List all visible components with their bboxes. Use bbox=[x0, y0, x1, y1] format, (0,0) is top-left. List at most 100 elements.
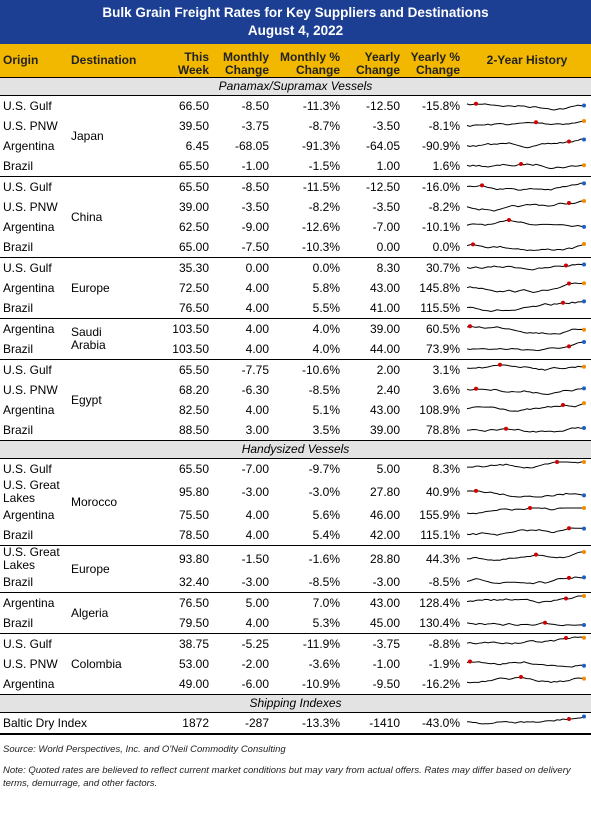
rate-value: -3.0% bbox=[308, 484, 340, 499]
sparkline-low bbox=[567, 281, 571, 286]
rate-value: 65.50 bbox=[178, 362, 209, 377]
destination-cell: Europe bbox=[68, 545, 150, 593]
sparkline-low bbox=[471, 241, 475, 246]
sparkline-end bbox=[582, 137, 586, 142]
rate-value: 43.00 bbox=[369, 402, 400, 417]
rate-value: 0.0% bbox=[403, 237, 463, 258]
rate-value: 76.50 bbox=[178, 595, 209, 610]
rate-value: -3.00 bbox=[212, 572, 272, 593]
sparkline-low bbox=[561, 402, 565, 407]
data-row: U.S. Gulf China 65.50 -8.50 -11.5% -12.50 -16.… bbox=[0, 176, 591, 258]
history-cell bbox=[463, 459, 591, 480]
history-cell bbox=[463, 634, 591, 655]
rate-value: 4.00 bbox=[245, 280, 269, 295]
rate-value: -8.5% bbox=[308, 382, 340, 397]
destination: Morocco bbox=[71, 494, 118, 509]
history-cell bbox=[463, 237, 591, 258]
sparkline-low bbox=[507, 217, 511, 222]
data-row: U.S. Gulf Colombia 38.75 -5.25 -11.9% -3.75 -8… bbox=[0, 633, 591, 695]
rate-value: 3.5% bbox=[272, 420, 343, 441]
rate-value: -10.9% bbox=[272, 674, 343, 695]
rate-value: 68.20 bbox=[178, 382, 209, 397]
rate-value: -8.1% bbox=[428, 118, 460, 133]
rate-value: -12.50 bbox=[365, 179, 400, 194]
sparkline-low bbox=[468, 658, 472, 663]
rate-value: 8.3% bbox=[432, 461, 460, 476]
rate-value: 78.8% bbox=[403, 420, 463, 441]
rate-value: 5.1% bbox=[312, 402, 340, 417]
origin: U.S. Gulf bbox=[3, 461, 52, 476]
destination: Algeria bbox=[71, 605, 109, 620]
rate-value: -16.0% bbox=[421, 179, 460, 194]
section-row: Shipping Indexes bbox=[0, 694, 591, 713]
sparkline bbox=[466, 525, 586, 536]
rate-value: -1.50 bbox=[241, 551, 269, 566]
data-row: Argentina 6.45 -68.05 -91.3% -64.05 -90.9% bbox=[0, 136, 591, 156]
rate-value: -68.05 bbox=[234, 138, 269, 153]
rate-value: 42.00 bbox=[343, 525, 403, 546]
rate-value: 27.80 bbox=[369, 484, 400, 499]
sparkline-line bbox=[466, 402, 585, 412]
sparkline-low bbox=[561, 300, 565, 305]
rate-value: -8.50 bbox=[241, 98, 269, 113]
sparkline-end bbox=[582, 298, 586, 303]
rate-value: 0.0% bbox=[312, 260, 340, 275]
sparkline bbox=[466, 280, 586, 293]
sparkline-line bbox=[466, 119, 585, 127]
rate-value: -10.6% bbox=[301, 362, 340, 377]
origin: Baltic Dry Index bbox=[0, 712, 150, 734]
rate-value: 38.75 bbox=[178, 636, 209, 651]
sparkline-line bbox=[466, 182, 585, 191]
rate-value: 43.00 bbox=[369, 595, 400, 610]
origin: Argentina bbox=[3, 402, 55, 417]
sparkline bbox=[466, 674, 586, 683]
rate-value: 3.6% bbox=[432, 382, 460, 397]
sparkline-line bbox=[466, 660, 585, 668]
sparkline-end bbox=[582, 262, 586, 267]
rate-value: 39.00 bbox=[343, 420, 403, 441]
date: August 4, 2022 bbox=[247, 23, 344, 38]
sparkline-line bbox=[466, 461, 584, 468]
sparkline-end bbox=[582, 676, 586, 681]
column-header: This Week bbox=[150, 44, 212, 78]
destination: Saudi Arabia bbox=[71, 325, 106, 352]
history-cell bbox=[463, 400, 591, 420]
sparkline-end bbox=[582, 635, 586, 640]
history-cell bbox=[463, 278, 591, 298]
origin: U.S. PNW bbox=[3, 656, 58, 671]
origin: U.S. Gulf bbox=[3, 260, 52, 275]
data-row: Brazil 76.50 4.00 5.5% 41.00 115.5% bbox=[0, 298, 591, 319]
sparkline-line bbox=[466, 621, 585, 626]
data-row: U.S. PNW 68.20 -6.30 -8.5% 2.40 3.6% bbox=[0, 380, 591, 400]
destination-cell: Saudi Arabia bbox=[68, 318, 150, 360]
rate-value: 65.00 bbox=[150, 237, 212, 258]
source: Source: World Perspectives, Inc. and O'N… bbox=[3, 744, 286, 755]
rate-value: -3.75 bbox=[241, 118, 269, 133]
rate-value: 30.7% bbox=[425, 260, 460, 275]
destination-cell: China bbox=[68, 176, 150, 258]
sparkline bbox=[466, 574, 586, 584]
rate-value: -3.00 bbox=[343, 572, 403, 593]
history-cell bbox=[463, 258, 591, 279]
origin: Brazil bbox=[0, 525, 68, 546]
sparkline-end bbox=[582, 385, 586, 390]
rate-value: -5.25 bbox=[241, 636, 269, 651]
destination-cell: Japan bbox=[68, 95, 150, 177]
column-header: Yearly Change bbox=[343, 44, 403, 78]
rate-value: -8.2% bbox=[308, 199, 340, 214]
rate-value: -2.00 bbox=[241, 656, 269, 671]
rate-value: 41.00 bbox=[343, 298, 403, 319]
rate-value: 39.00 bbox=[369, 321, 400, 336]
sparkline-low bbox=[567, 138, 571, 143]
origin: Argentina bbox=[3, 138, 55, 153]
sparkline-end bbox=[582, 713, 586, 718]
origin: U.S. Gulf bbox=[3, 98, 52, 113]
history-cell bbox=[463, 479, 591, 505]
data-row: U.S. Gulf Morocco 65.50 -7.00 -9.7% 5.00 8.3% bbox=[0, 458, 591, 546]
rate-value: 95.80 bbox=[178, 484, 209, 499]
origin: Argentina bbox=[3, 219, 55, 234]
data-row: Argentina 62.50 -9.00 -12.6% -7.00 -10.1% bbox=[0, 217, 591, 237]
rate-value: -8.8% bbox=[428, 636, 460, 651]
history-cell bbox=[463, 420, 591, 441]
